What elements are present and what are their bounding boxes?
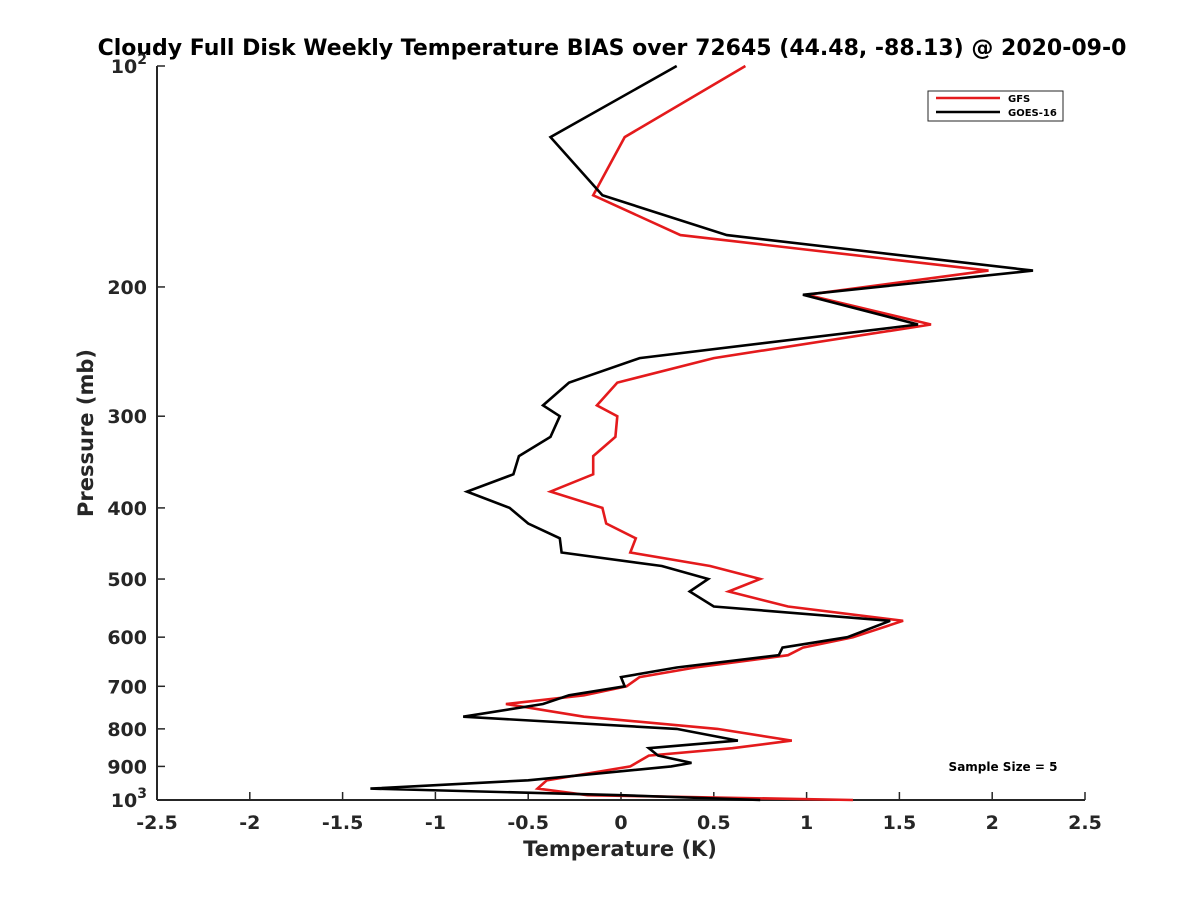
legend-label: GFS	[1008, 94, 1030, 105]
x-tick-label: 0.5	[697, 812, 731, 834]
x-tick-label: -1.5	[322, 812, 364, 834]
x-tick-label: 1.5	[883, 812, 917, 834]
y-tick-label: 600	[107, 627, 147, 649]
x-tick-label: 2.5	[1068, 812, 1102, 834]
series-line-goes-16	[370, 64, 1034, 802]
x-tick-label: 1	[800, 812, 813, 834]
y-tick-label: 700	[107, 676, 147, 698]
axes: -2.5 -2 -1.5 -1 -0.5 0 0.5 1 1.5 2 2.5 102 200 300 400…	[107, 52, 1102, 834]
y-axis-label: Pressure (mb)	[74, 349, 98, 517]
x-tick-label: 2	[986, 812, 999, 834]
sample-size-annotation: Sample Size = 5	[949, 760, 1058, 774]
y-tick-label: 103	[111, 786, 147, 812]
series-line-gfs	[505, 64, 989, 802]
legend: GFS GOES-16	[927, 90, 1064, 122]
x-tick-label: -0.5	[507, 812, 549, 834]
chart-title: Cloudy Full Disk Weekly Temperature BIAS…	[98, 36, 1127, 61]
x-tick-label: -1	[425, 812, 446, 834]
legend-label: GOES-16	[1008, 108, 1057, 119]
x-tick-label: -2	[239, 812, 260, 834]
y-tick-label: 400	[107, 498, 147, 520]
x-tick-label: 0	[614, 812, 627, 834]
y-tick-label: 900	[107, 756, 147, 778]
legend-box	[927, 90, 1064, 122]
x-axis-label: Temperature (K)	[523, 837, 717, 861]
x-tick-label: -2.5	[136, 812, 178, 834]
y-tick-label: 300	[107, 406, 147, 428]
y-tick-label: 200	[107, 277, 147, 299]
y-tick-label: 500	[107, 569, 147, 591]
y-tick-label: 800	[107, 719, 147, 741]
y-tick-label: 102	[111, 52, 147, 78]
series-lines	[370, 64, 1034, 802]
